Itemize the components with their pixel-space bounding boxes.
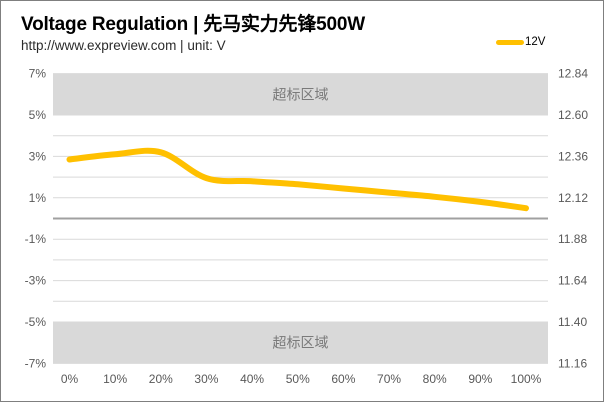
left-axis-tick: 5% bbox=[29, 108, 47, 122]
right-axis-tick: 12.84 bbox=[558, 67, 588, 81]
legend: 12V bbox=[496, 35, 545, 49]
legend-item-12v: 12V bbox=[525, 36, 546, 48]
left-axis-tick: 7% bbox=[29, 67, 47, 81]
x-axis-tick: 30% bbox=[194, 372, 218, 386]
x-axis-tick: 0% bbox=[61, 372, 79, 386]
right-axis-tick: 12.12 bbox=[558, 191, 588, 205]
limit-band-label: 超标区域 bbox=[273, 86, 329, 102]
x-axis-tick: 80% bbox=[423, 372, 447, 386]
x-axis-tick: 60% bbox=[331, 372, 355, 386]
chart-title: Voltage Regulation | 先马实力先锋500W bbox=[21, 14, 365, 35]
x-axis-tick: 70% bbox=[377, 372, 401, 386]
left-axis-tick: -7% bbox=[25, 356, 47, 370]
right-axis-tick: 12.36 bbox=[558, 149, 588, 163]
limit-band bbox=[53, 73, 548, 115]
limit-band-label: 超标区域 bbox=[273, 335, 329, 351]
right-axis-tick: 11.16 bbox=[558, 356, 587, 370]
x-axis-tick: 90% bbox=[468, 372, 492, 386]
x-axis-tick: 100% bbox=[511, 372, 542, 386]
series-line-12v bbox=[66, 147, 529, 212]
x-axis-tick: 10% bbox=[103, 372, 127, 386]
right-axis-tick: 11.88 bbox=[558, 232, 587, 246]
x-axis-tick: 50% bbox=[286, 372, 310, 386]
left-axis-tick: 1% bbox=[29, 191, 47, 205]
x-axis-tick: 40% bbox=[240, 372, 264, 386]
left-axis-tick: -1% bbox=[25, 232, 47, 246]
right-axis-tick: 12.60 bbox=[558, 108, 588, 122]
left-axis-tick: 3% bbox=[29, 149, 47, 163]
chart-subtitle: http://www.expreview.com | unit: V bbox=[21, 38, 226, 53]
left-axis-tick: -5% bbox=[25, 315, 47, 329]
left-axis-tick: -3% bbox=[25, 274, 47, 288]
limit-band bbox=[53, 322, 548, 364]
x-axis-tick: 20% bbox=[149, 372, 173, 386]
right-axis-tick: 11.40 bbox=[558, 315, 587, 329]
legend-line-swatch-icon bbox=[496, 39, 524, 45]
right-axis-tick: 11.64 bbox=[558, 274, 587, 288]
